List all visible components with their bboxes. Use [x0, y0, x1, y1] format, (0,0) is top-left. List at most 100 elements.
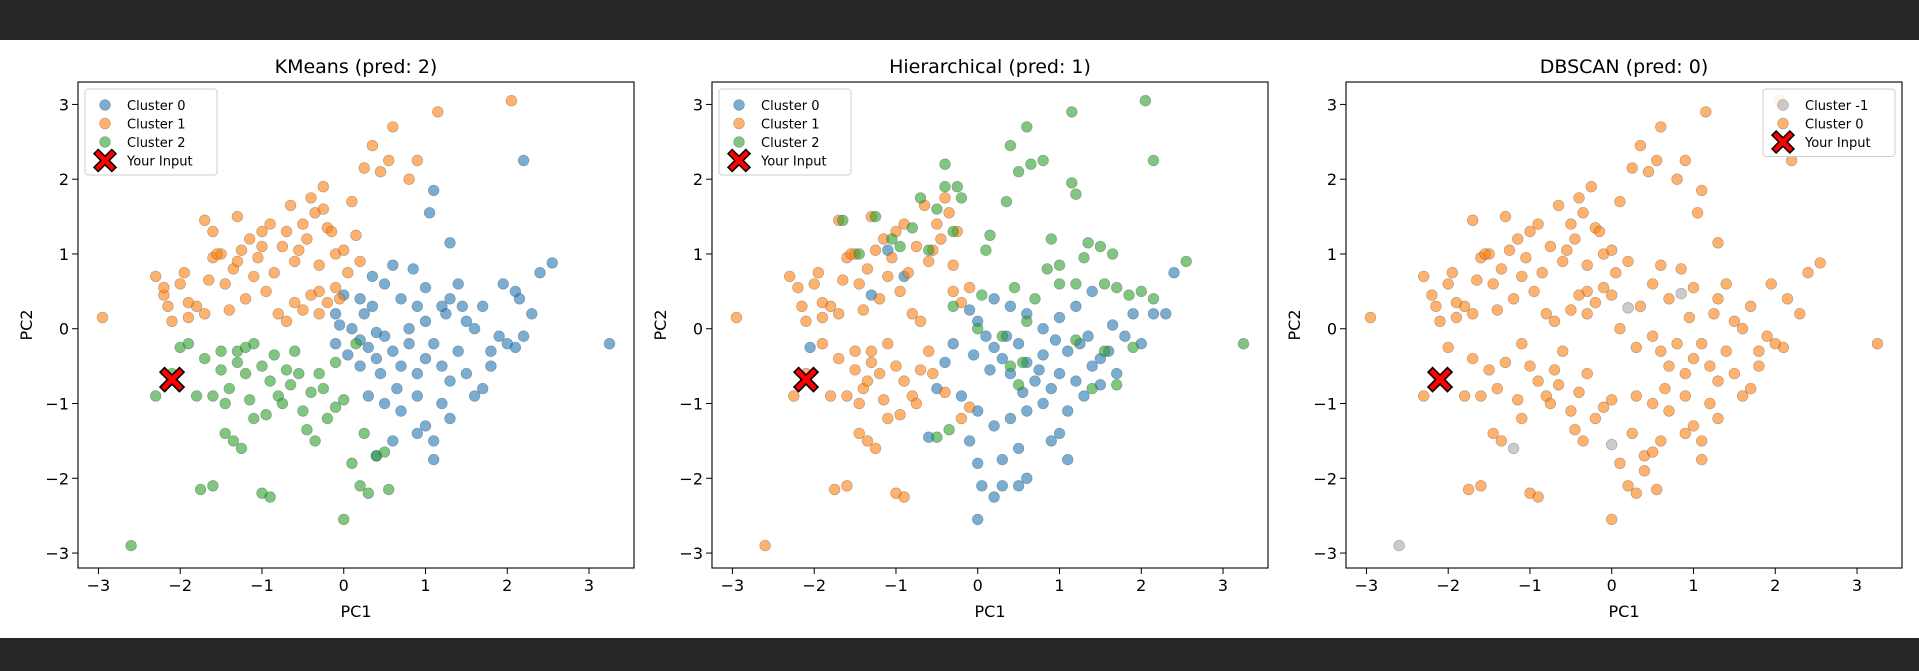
axes-frame — [77, 81, 635, 569]
data-point — [509, 285, 522, 298]
data-point — [984, 229, 996, 242]
data-point — [366, 270, 379, 283]
data-point — [1626, 427, 1638, 440]
data-point — [1638, 465, 1651, 477]
data-point — [203, 274, 215, 286]
data-point — [1070, 375, 1082, 387]
data-point — [792, 281, 804, 294]
x-tick-label: 2 — [502, 576, 512, 595]
x-tick-label: 2 — [1136, 576, 1146, 595]
data-point — [808, 278, 820, 290]
data-point — [1712, 412, 1724, 425]
data-point — [1630, 390, 1643, 402]
data-point — [1450, 296, 1463, 309]
data-point — [1614, 457, 1626, 469]
data-point — [1552, 379, 1565, 391]
data-point — [235, 442, 248, 455]
data-point — [329, 281, 342, 294]
data-point — [1123, 289, 1135, 301]
legend-input-marker — [726, 148, 752, 173]
x-tick-label: −3 — [1355, 576, 1379, 595]
data-point — [837, 274, 849, 286]
data-point — [894, 240, 906, 253]
input-marker — [1426, 366, 1454, 393]
data-point — [1663, 360, 1675, 372]
data-point — [1110, 281, 1123, 294]
data-point — [329, 308, 342, 320]
data-point — [861, 435, 874, 447]
data-point — [1066, 106, 1078, 118]
data-point — [1503, 244, 1516, 256]
data-point — [1016, 356, 1029, 369]
data-point — [882, 412, 894, 425]
data-point — [861, 263, 874, 275]
data-point — [313, 259, 325, 271]
legend-marker — [733, 136, 745, 148]
data-point — [853, 427, 865, 440]
data-point — [358, 427, 370, 440]
y-tick-label: 2 — [59, 170, 69, 189]
data-point — [1650, 483, 1663, 496]
data-point — [1556, 255, 1569, 268]
data-point — [354, 360, 366, 372]
data-point — [1086, 360, 1098, 372]
data-point — [1487, 427, 1499, 440]
data-point — [1021, 472, 1033, 484]
data-point — [1487, 278, 1499, 290]
data-point — [931, 218, 943, 230]
y-tick-label: 2 — [1327, 170, 1337, 189]
data-point — [894, 285, 906, 298]
data-point — [804, 341, 816, 354]
data-point — [313, 308, 325, 320]
data-point — [947, 259, 959, 271]
data-point — [796, 300, 808, 312]
data-point — [931, 431, 943, 443]
y-tick-label: −3 — [45, 544, 69, 563]
chart-1: Hierarchical (pred: 1) −3 −2 −1 0 1 2 3 −3 −2 −1 0 1… — [651, 56, 1269, 621]
data-point — [1679, 427, 1692, 440]
data-point — [1106, 248, 1119, 260]
data-point — [276, 240, 289, 253]
data-point — [244, 233, 256, 245]
data-point — [910, 397, 923, 410]
data-point — [436, 360, 448, 372]
data-point — [419, 352, 432, 365]
x-tick-label: −2 — [168, 576, 192, 595]
chart-0: KMeans (pred: 2) −3 −2 −1 0 1 2 3 −3 −2 −1 0 1 2 3 PC1 P… — [17, 56, 635, 621]
data-point — [955, 390, 968, 402]
data-point — [914, 364, 927, 376]
data-point — [1679, 390, 1692, 402]
data-point — [853, 248, 865, 260]
data-point — [1008, 281, 1021, 294]
y-tick-label: 1 — [693, 245, 703, 264]
y-tick-label: 1 — [1327, 245, 1337, 264]
data-point — [947, 285, 959, 298]
data-point — [395, 405, 407, 417]
data-point — [239, 367, 252, 380]
data-point — [199, 352, 211, 365]
chart-title: DBSCAN (pred: 0) — [1540, 56, 1708, 78]
data-point — [150, 390, 162, 402]
data-point — [444, 237, 456, 249]
data-point — [477, 300, 489, 312]
y-tick-label: 0 — [59, 320, 69, 339]
data-point — [906, 308, 918, 320]
data-point — [1520, 252, 1532, 264]
legend-marker — [733, 99, 745, 111]
data-point — [428, 435, 440, 447]
data-point — [1585, 181, 1598, 193]
data-point — [419, 315, 432, 327]
data-point — [996, 480, 1008, 492]
data-point — [517, 330, 530, 342]
data-point — [1025, 158, 1037, 170]
data-point — [383, 154, 395, 167]
data-point — [849, 345, 861, 357]
y-tick-label: −2 — [45, 469, 69, 488]
data-point — [873, 293, 886, 305]
data-point — [922, 244, 935, 256]
data-point — [939, 158, 951, 170]
data-point — [370, 352, 383, 365]
data-point — [493, 330, 505, 342]
axes-frame — [711, 81, 1269, 569]
data-point — [317, 181, 329, 193]
